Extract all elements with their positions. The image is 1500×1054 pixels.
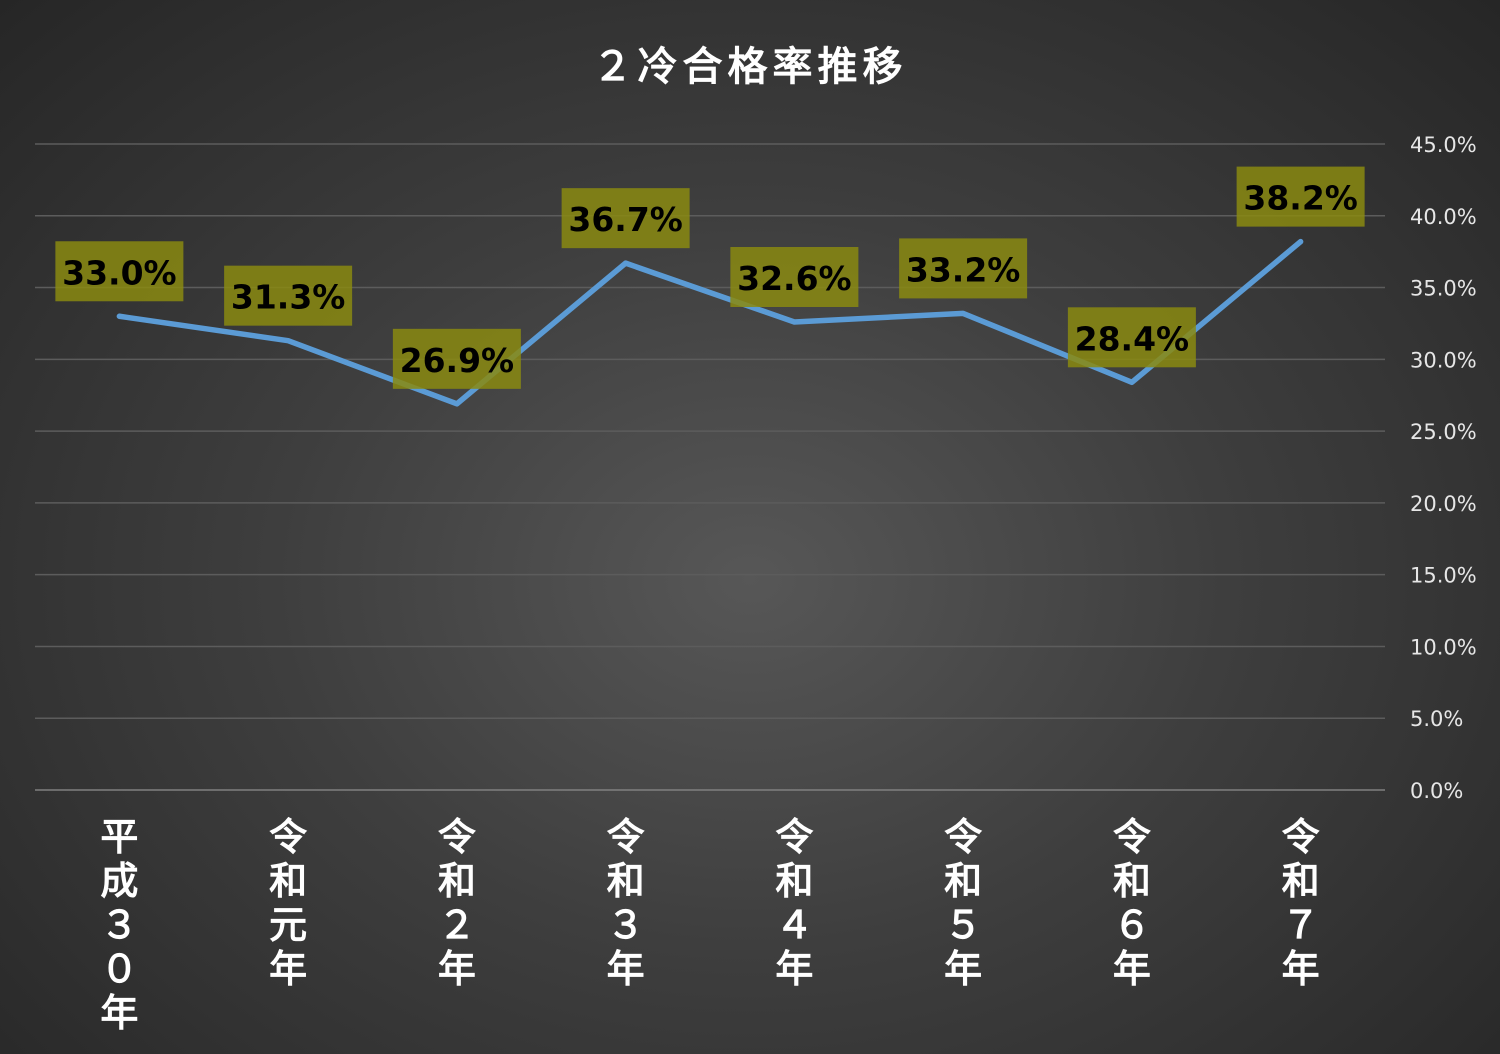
y-tick-label: 25.0% (1410, 420, 1477, 444)
data-labels: 33.0% 31.3% 26.9% 36.7% 32.6% 33.2% 28.4% 38.2% (55, 166, 1365, 389)
y-tick-label: 10.0% (1410, 635, 1477, 659)
data-label-background (899, 238, 1028, 299)
data-label: 32.6% (730, 247, 859, 308)
data-label: 31.3% (224, 265, 353, 326)
x-category-label: 令和６年 (1113, 815, 1152, 991)
series-line-layer (116, 238, 1304, 407)
data-label: 33.0% (55, 241, 184, 302)
data-label: 36.7% (561, 188, 690, 249)
y-tick-label: 40.0% (1410, 205, 1477, 229)
gridlines (35, 143, 1385, 791)
chart-title: ２冷合格率推移 (593, 44, 908, 90)
data-label-text: 33.0% (62, 253, 177, 292)
x-category-label: 令和３年 (607, 815, 646, 991)
x-category-label: 令和４年 (775, 815, 814, 991)
y-tick-label: 0.0% (1410, 779, 1463, 803)
data-label-background (1067, 307, 1196, 368)
y-axis-tick-labels: 0.0% 5.0% 10.0% 15.0% 20.0% 25.0% 30.0% 35.0% 40… (1410, 133, 1477, 803)
data-label-text: 28.4% (1075, 319, 1190, 358)
x-category-label: 平成３０年 (100, 815, 138, 1035)
data-label: 26.9% (392, 328, 521, 389)
data-label-text: 38.2% (1243, 179, 1358, 218)
y-tick-label: 5.0% (1410, 707, 1463, 731)
data-label-text: 32.6% (737, 259, 852, 298)
data-label-background (392, 328, 521, 389)
data-label: 33.2% (899, 238, 1028, 299)
x-category-label: 令和元年 (269, 815, 308, 991)
data-label: 38.2% (1236, 166, 1365, 227)
y-tick-label: 30.0% (1410, 348, 1477, 372)
x-axis-category-labels: 平成３０年 令和元年 令和２年 令和３年 令和４年 令和５年 令和６年 令和７年 (100, 815, 1320, 1035)
data-label-background (55, 241, 184, 302)
series-line (116, 238, 1304, 407)
y-tick-label: 45.0% (1410, 133, 1477, 157)
y-tick-label: 35.0% (1410, 277, 1477, 301)
x-category-label: 令和２年 (438, 815, 477, 991)
x-category-label: 令和５年 (944, 815, 983, 991)
data-label-background (1236, 166, 1365, 227)
data-label-text: 33.2% (906, 250, 1021, 289)
data-label-text: 26.9% (400, 341, 515, 380)
data-label: 28.4% (1067, 307, 1196, 368)
data-label-text: 31.3% (231, 278, 346, 317)
y-tick-label: 15.0% (1410, 564, 1477, 588)
data-label-text: 36.7% (568, 200, 683, 239)
x-category-label: 令和７年 (1282, 815, 1321, 991)
data-label-background (730, 247, 859, 308)
data-label-background (561, 188, 690, 249)
data-label-background (224, 265, 353, 326)
y-tick-label: 20.0% (1410, 492, 1477, 516)
